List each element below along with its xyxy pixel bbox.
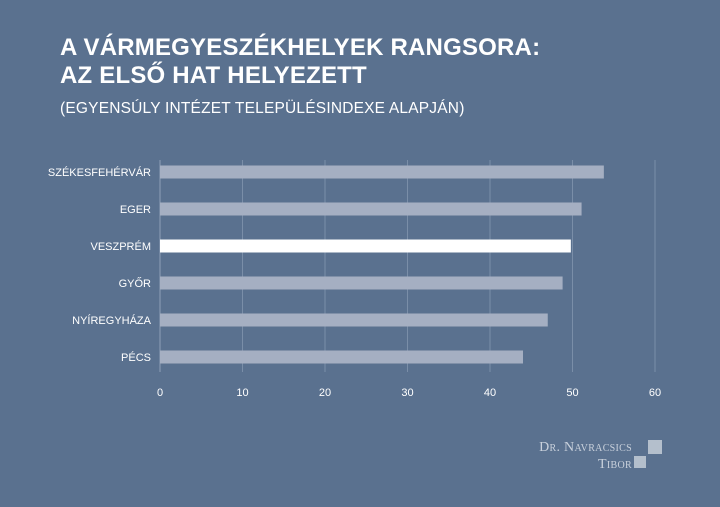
category-label-0: SZÉKESFEHÉRVÁR — [48, 166, 151, 179]
bar-3 — [160, 276, 563, 290]
bar-1 — [160, 202, 582, 216]
logo-line1: Dr. Navracsics — [539, 440, 632, 455]
category-label-1: EGER — [120, 204, 151, 216]
chart-title-line1: A VÁRMEGYESZÉKHELYEK RANGSORA: — [60, 34, 541, 61]
bar-2 — [160, 239, 571, 253]
category-label-3: GYŐR — [119, 276, 151, 290]
logo-square-small — [634, 456, 646, 468]
category-label-4: NYÍREGYHÁZA — [72, 314, 152, 327]
bar-0 — [160, 165, 604, 179]
bar-5 — [160, 350, 523, 364]
x-tick-label-0: 0 — [157, 387, 163, 399]
x-tick-label-60: 60 — [649, 387, 661, 399]
x-tick-label-30: 30 — [401, 387, 413, 399]
category-label-5: PÉCS — [121, 351, 151, 364]
chart-subtitle: (EGYENSÚLY INTÉZET TELEPÜLÉSINDEXE ALAPJ… — [60, 100, 465, 117]
author-logo: Dr. Navracsics Tibor — [528, 438, 668, 478]
x-tick-label-20: 20 — [319, 387, 331, 399]
category-label-2: VESZPRÉM — [90, 240, 151, 253]
x-tick-label-40: 40 — [484, 387, 496, 399]
chart-title: A VÁRMEGYESZÉKHELYEK RANGSORA: AZ ELSŐ H… — [60, 34, 540, 90]
logo-line2: Tibor — [598, 457, 632, 472]
bar-4 — [160, 313, 548, 327]
logo-square-large — [648, 440, 662, 454]
x-tick-label-50: 50 — [566, 387, 578, 399]
x-tick-label-10: 10 — [236, 387, 248, 399]
chart-title-line2: AZ ELSŐ HAT HELYEZETT — [60, 62, 367, 89]
